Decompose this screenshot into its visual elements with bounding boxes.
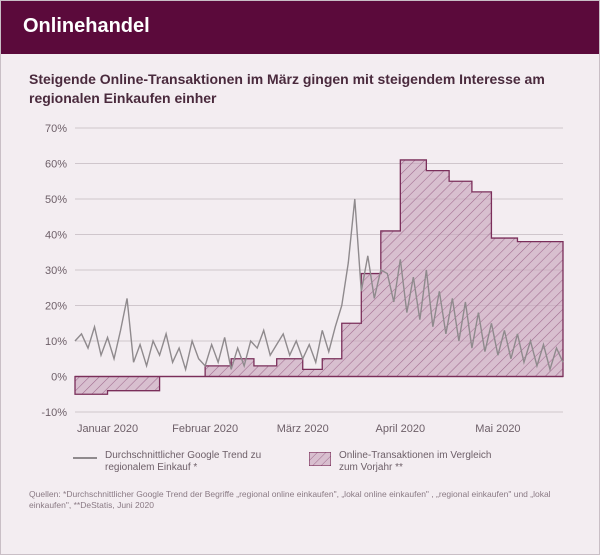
svg-text:-10%: -10% (41, 407, 67, 419)
svg-text:10%: 10% (45, 336, 67, 348)
chart-subtitle: Steigende Online-Transaktionen im März g… (1, 54, 599, 114)
svg-text:70%: 70% (45, 123, 67, 135)
svg-text:0%: 0% (51, 371, 67, 383)
card-header: Onlinehandel (1, 1, 599, 54)
svg-text:Januar 2020: Januar 2020 (77, 423, 138, 435)
legend-line-label: Durchschnittlicher Google Trend zu regio… (105, 450, 275, 475)
svg-text:30%: 30% (45, 265, 67, 277)
svg-text:20%: 20% (45, 300, 67, 312)
svg-text:40%: 40% (45, 229, 67, 241)
sources-text: Quellen: *Durchschnittlicher Google Tren… (1, 475, 599, 512)
legend: Durchschnittlicher Google Trend zu regio… (1, 440, 599, 475)
card-title: Onlinehandel (23, 15, 577, 38)
svg-text:April 2020: April 2020 (376, 423, 426, 435)
legend-item-area: Online-Transaktionen im Vergleich zum Vo… (309, 450, 509, 475)
chart-svg: -10% 0% 10% 20% 30% 40% 50% 60% 70% Januar 2020 Fe… (29, 120, 573, 440)
svg-text:50%: 50% (45, 194, 67, 206)
svg-text:60%: 60% (45, 158, 67, 170)
chart-area: -10% 0% 10% 20% 30% 40% 50% 60% 70% Januar 2020 Fe… (29, 120, 573, 440)
chart-card: Onlinehandel Steigende Online-Transaktio… (0, 0, 600, 555)
legend-area-label: Online-Transaktionen im Vergleich zum Vo… (339, 450, 509, 475)
legend-item-line: Durchschnittlicher Google Trend zu regio… (73, 450, 275, 475)
svg-text:Mai 2020: Mai 2020 (475, 423, 520, 435)
area-swatch-icon (309, 452, 331, 466)
svg-text:März 2020: März 2020 (277, 423, 329, 435)
svg-text:Februar 2020: Februar 2020 (172, 423, 238, 435)
line-swatch-icon (73, 457, 97, 459)
